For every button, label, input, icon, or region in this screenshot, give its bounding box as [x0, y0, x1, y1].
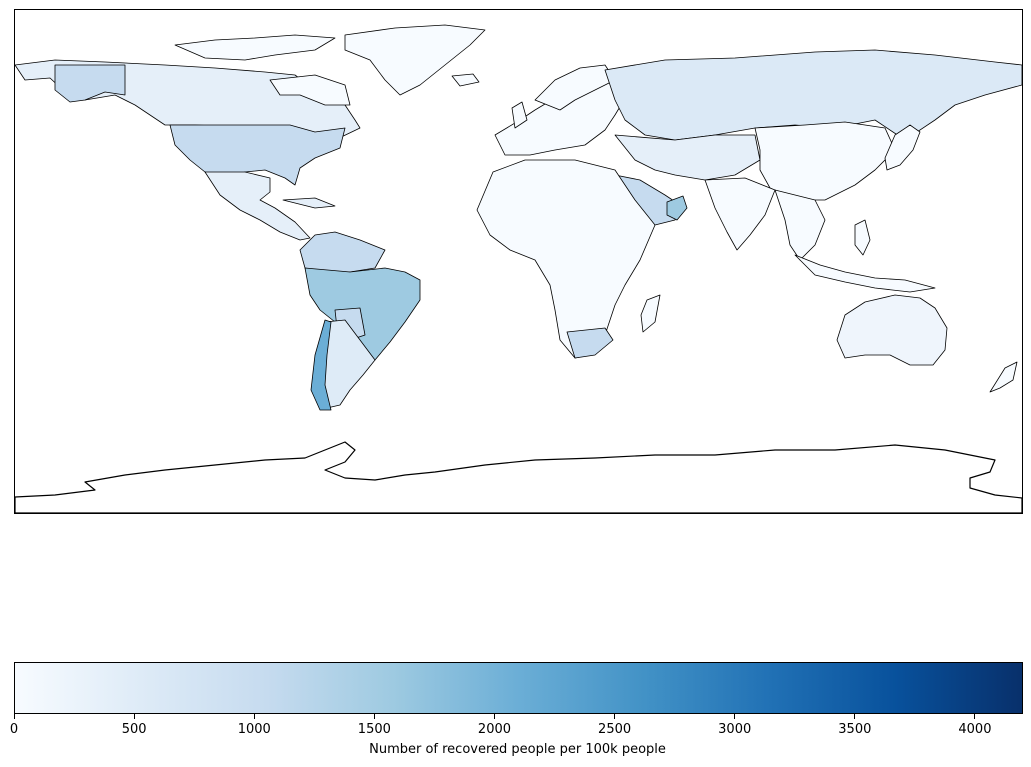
region-new-zealand: [989, 361, 1018, 393]
region-united-states: [169, 124, 346, 186]
colorbar-tick: [854, 714, 856, 719]
region-japan: [884, 124, 921, 171]
region-oman: [666, 195, 688, 221]
region-southeast-asia: [774, 189, 826, 261]
region-africa: [476, 159, 656, 359]
colorbar-tick-label: 1000: [237, 722, 271, 737]
colorbar-label-text: Number of recovered people per 100k peop…: [369, 742, 666, 757]
region-antarctica: [15, 441, 1022, 513]
region-alaska: [54, 64, 126, 103]
region-chile: [310, 319, 332, 411]
colorbar-tick-label: 0: [9, 722, 19, 737]
region-russia: [604, 49, 1022, 141]
colorbar-tick: [13, 714, 15, 719]
colorbar-tick-label: 2000: [477, 722, 512, 737]
colorbar-tick: [734, 714, 736, 719]
region-indonesia: [794, 254, 936, 293]
colorbar: [14, 662, 1023, 714]
colorbar-tick: [974, 714, 976, 719]
colorbar-label: Number of recovered people per 100k peop…: [0, 742, 1031, 757]
region-arctic-islands: [174, 34, 336, 61]
world-map: [14, 9, 1023, 514]
colorbar-tick-label: 4000: [958, 722, 992, 737]
colorbar-tick: [253, 714, 255, 719]
colorbar-tick-label: 1500: [357, 722, 391, 737]
colorbar-tick: [373, 714, 375, 719]
colorbar-tick: [493, 714, 495, 719]
region-south-africa: [566, 327, 614, 359]
colorbar-tick: [614, 714, 616, 719]
colorbar-tick-label: 3000: [718, 722, 752, 737]
colorbar-tick: [133, 714, 135, 719]
colorbar-tick-label: 500: [121, 722, 147, 737]
colorbar-tick-label: 2500: [598, 722, 632, 737]
region-greenland: [344, 24, 486, 96]
region-india: [704, 177, 776, 251]
region-baffin: [269, 74, 351, 106]
region-cuba: [282, 197, 336, 209]
region-china: [754, 121, 896, 201]
region-mexico: [204, 171, 311, 241]
region-central-asia: [614, 134, 761, 181]
region-colombia: [299, 231, 386, 273]
region-philippines: [854, 219, 871, 256]
region-brazil: [304, 267, 421, 361]
colorbar-tick-label: 3500: [838, 722, 872, 737]
region-iceland: [451, 73, 480, 87]
region-uk: [511, 101, 528, 129]
region-madagascar: [640, 294, 661, 333]
world-map-canvas: [15, 24, 1022, 513]
region-australia: [836, 294, 948, 366]
